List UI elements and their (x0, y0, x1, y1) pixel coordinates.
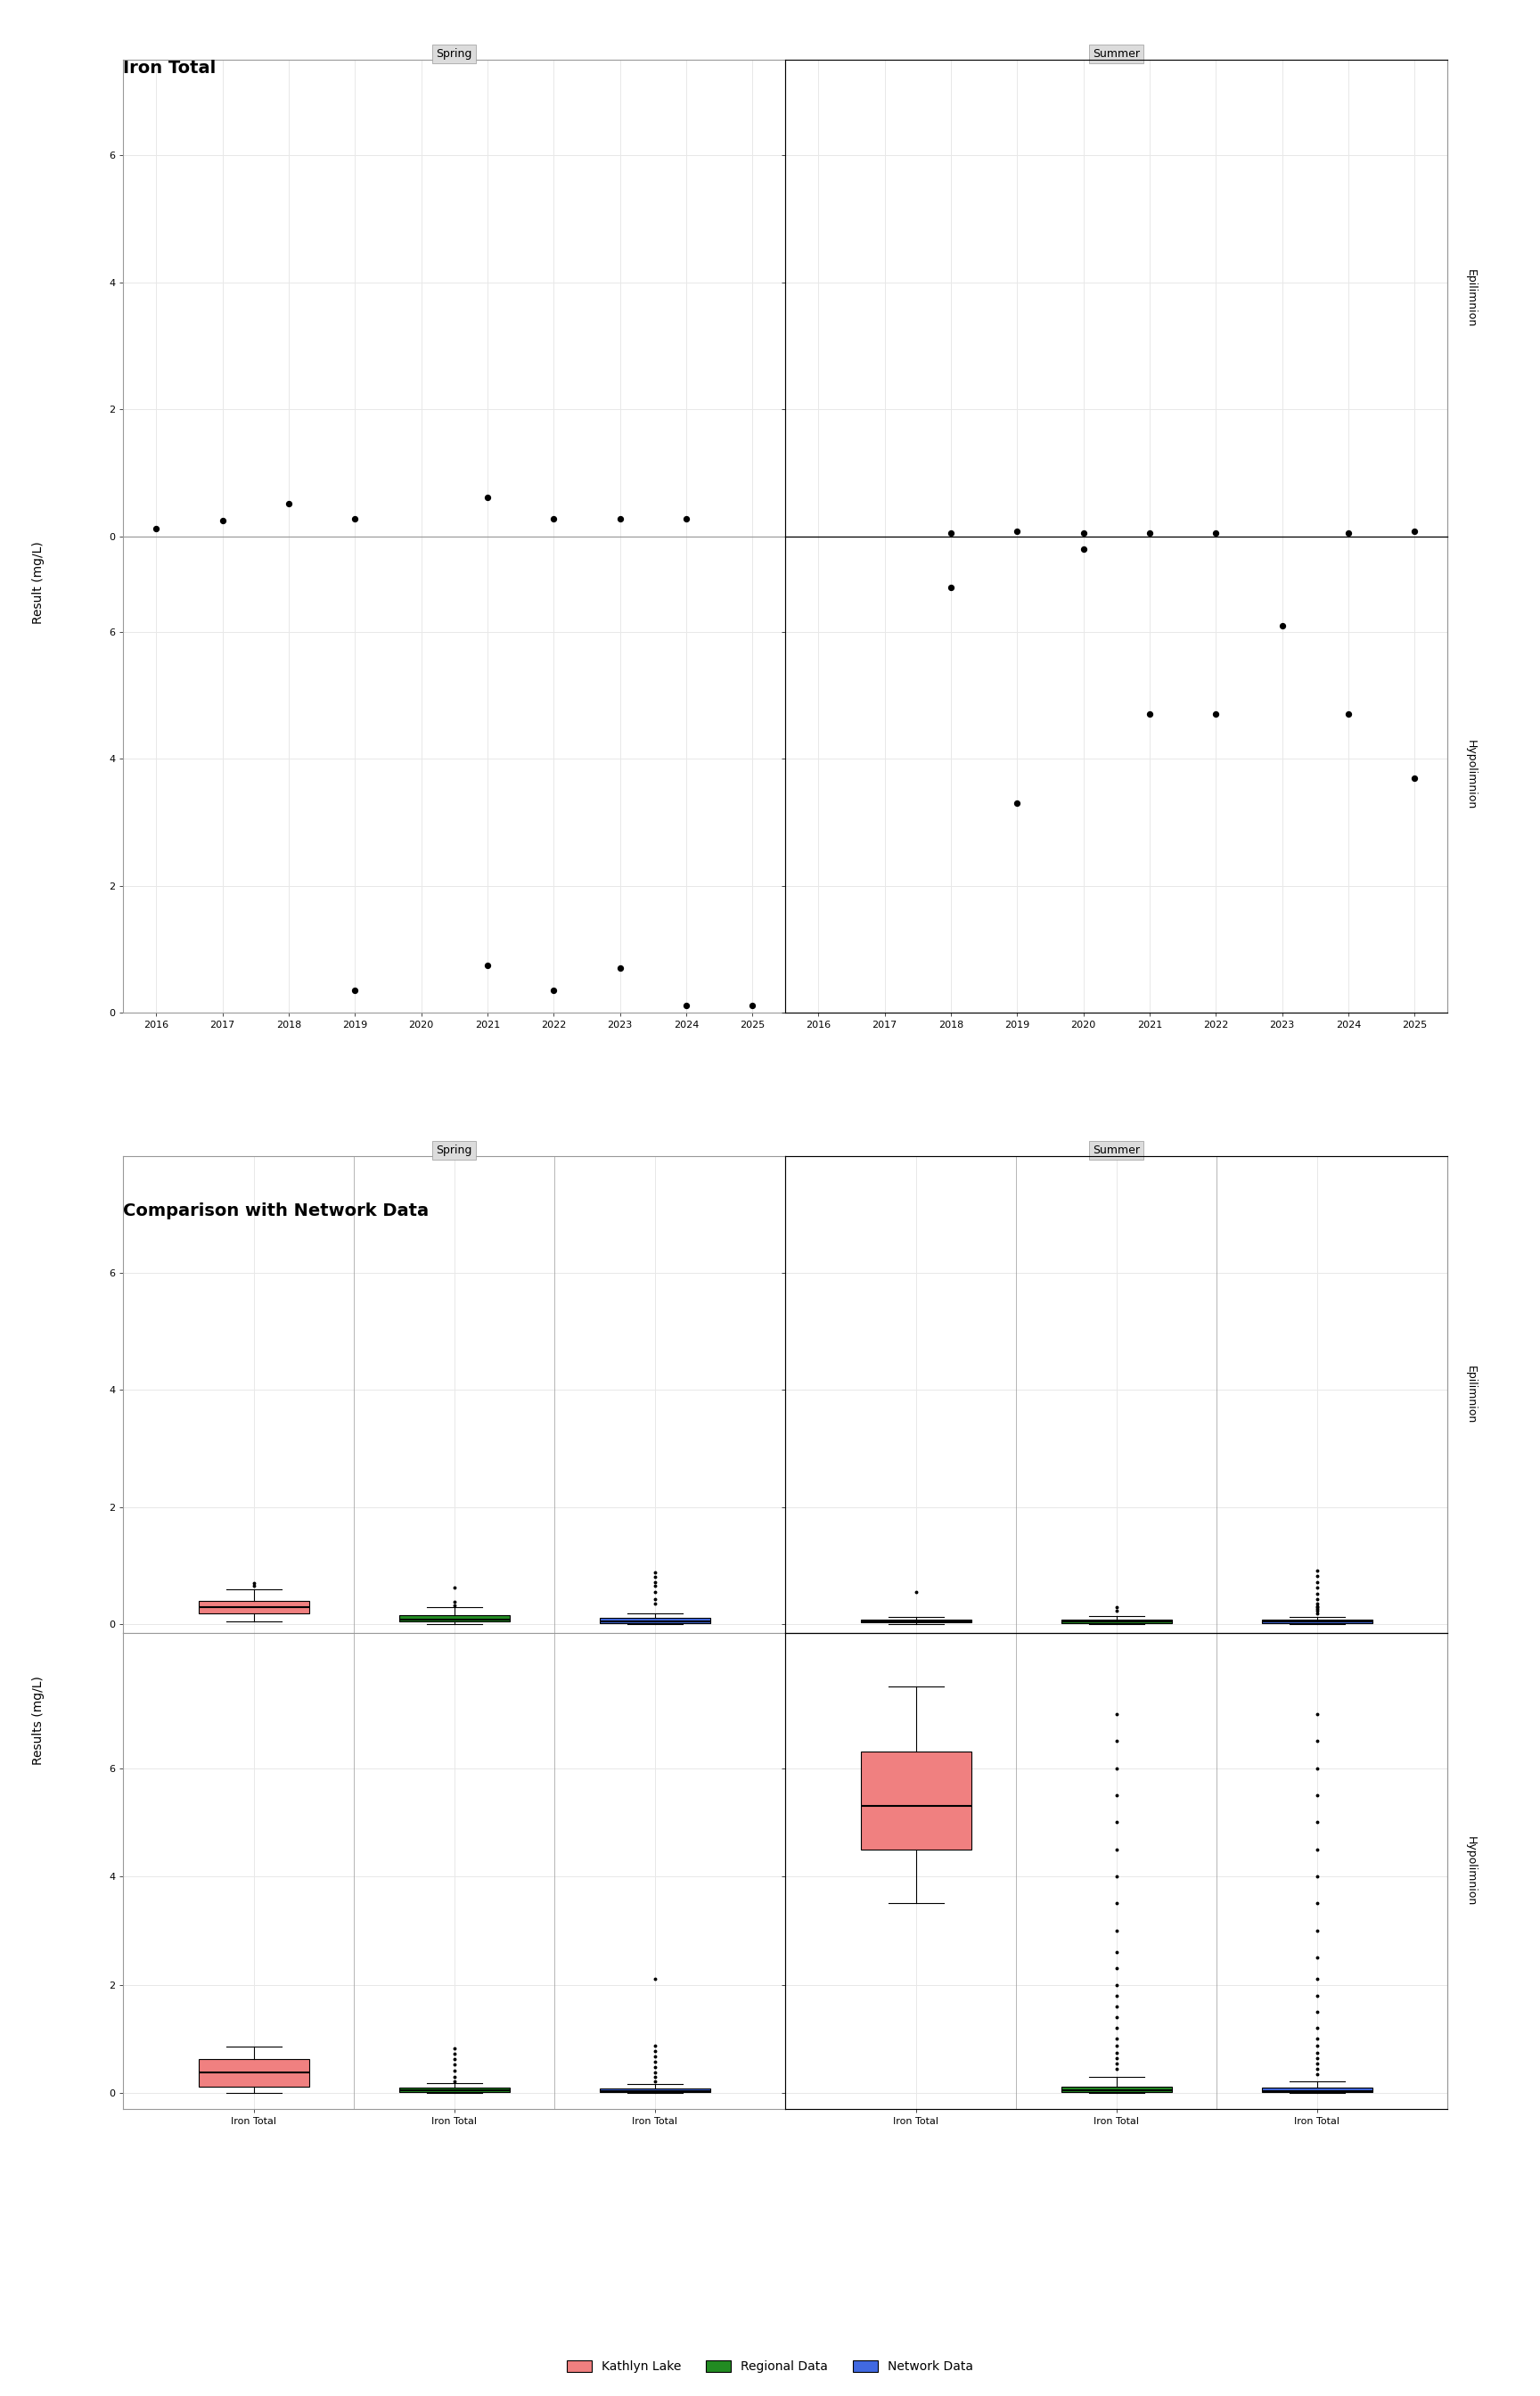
Y-axis label: Hypolimnion: Hypolimnion (1465, 740, 1477, 810)
Point (1269, 606, 1294, 645)
Point (673, 987, 698, 1025)
PathPatch shape (199, 2061, 310, 2087)
Point (939, 515, 964, 553)
PathPatch shape (399, 1615, 510, 1622)
PathPatch shape (199, 1601, 310, 1613)
PathPatch shape (599, 1617, 710, 1622)
PathPatch shape (1261, 2087, 1372, 2092)
Point (1072, 515, 1096, 553)
Title: Summer: Summer (1093, 48, 1140, 60)
Point (474, 946, 499, 985)
PathPatch shape (399, 2087, 510, 2092)
Y-axis label: Epilimnion: Epilimnion (1465, 268, 1477, 328)
Point (1337, 515, 1361, 553)
Y-axis label: Epilimnion: Epilimnion (1465, 1366, 1477, 1423)
Legend: Kathlyn Lake, Regional Data, Network Data: Kathlyn Lake, Regional Data, Network Dat… (562, 2355, 978, 2377)
Point (1137, 695, 1161, 733)
Point (1203, 515, 1227, 553)
PathPatch shape (1061, 1620, 1172, 1622)
Point (1403, 513, 1428, 551)
Point (739, 987, 764, 1025)
Point (541, 970, 565, 1009)
PathPatch shape (861, 1620, 972, 1622)
PathPatch shape (1261, 1620, 1372, 1622)
Point (541, 498, 565, 537)
PathPatch shape (1061, 2087, 1172, 2092)
Point (1072, 530, 1096, 568)
Title: Summer: Summer (1093, 1145, 1140, 1157)
Point (343, 498, 368, 537)
Title: Spring: Spring (436, 1145, 473, 1157)
Point (209, 501, 234, 539)
Point (1203, 695, 1227, 733)
Point (607, 498, 631, 537)
Point (343, 970, 368, 1009)
Text: Results (mg/L): Results (mg/L) (32, 1675, 45, 1766)
Point (143, 510, 168, 549)
Point (474, 477, 499, 515)
Point (1403, 760, 1428, 798)
Text: Comparison with Network Data: Comparison with Network Data (123, 1203, 430, 1220)
PathPatch shape (599, 2089, 710, 2092)
Point (1006, 513, 1030, 551)
Y-axis label: Hypolimnion: Hypolimnion (1465, 1835, 1477, 1905)
Text: Iron Total: Iron Total (123, 60, 216, 77)
Point (673, 498, 698, 537)
Point (277, 484, 302, 522)
Title: Spring: Spring (436, 48, 473, 60)
Point (1006, 783, 1030, 822)
Point (607, 949, 631, 987)
Point (939, 568, 964, 606)
Text: Result (mg/L): Result (mg/L) (32, 541, 45, 623)
PathPatch shape (861, 1751, 972, 1850)
Point (1337, 695, 1361, 733)
Point (1137, 515, 1161, 553)
